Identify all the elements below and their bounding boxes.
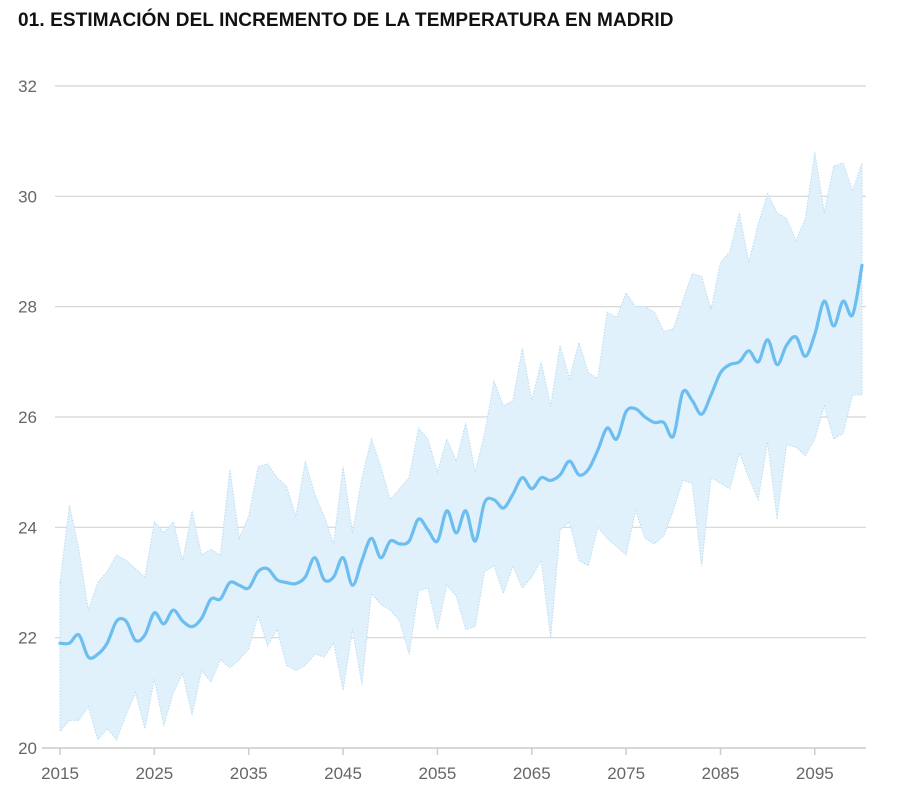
y-tick-label: 24 [18,518,37,537]
chart-title: 01. ESTIMACIÓN DEL INCREMENTO DE LA TEMP… [18,10,674,31]
x-tick-label: 2015 [41,764,79,783]
x-tick-label: 2035 [230,764,268,783]
mean-temperature-line [58,263,864,660]
x-tick-label: 2055 [418,764,456,783]
y-tick-label: 32 [18,77,37,96]
x-tick-label: 2085 [702,764,740,783]
x-tick-label: 2025 [135,764,173,783]
x-tick-label: 2075 [607,764,645,783]
y-tick-label: 22 [18,629,37,648]
y-tick-label: 26 [18,408,37,427]
y-tick-label: 30 [18,187,37,206]
y-tick-label: 20 [18,739,37,758]
x-tick-label: 2065 [513,764,551,783]
x-tick-label: 2095 [796,764,834,783]
uncertainty-band [59,152,863,741]
x-tick-label: 2045 [324,764,362,783]
y-tick-label: 28 [18,298,37,317]
